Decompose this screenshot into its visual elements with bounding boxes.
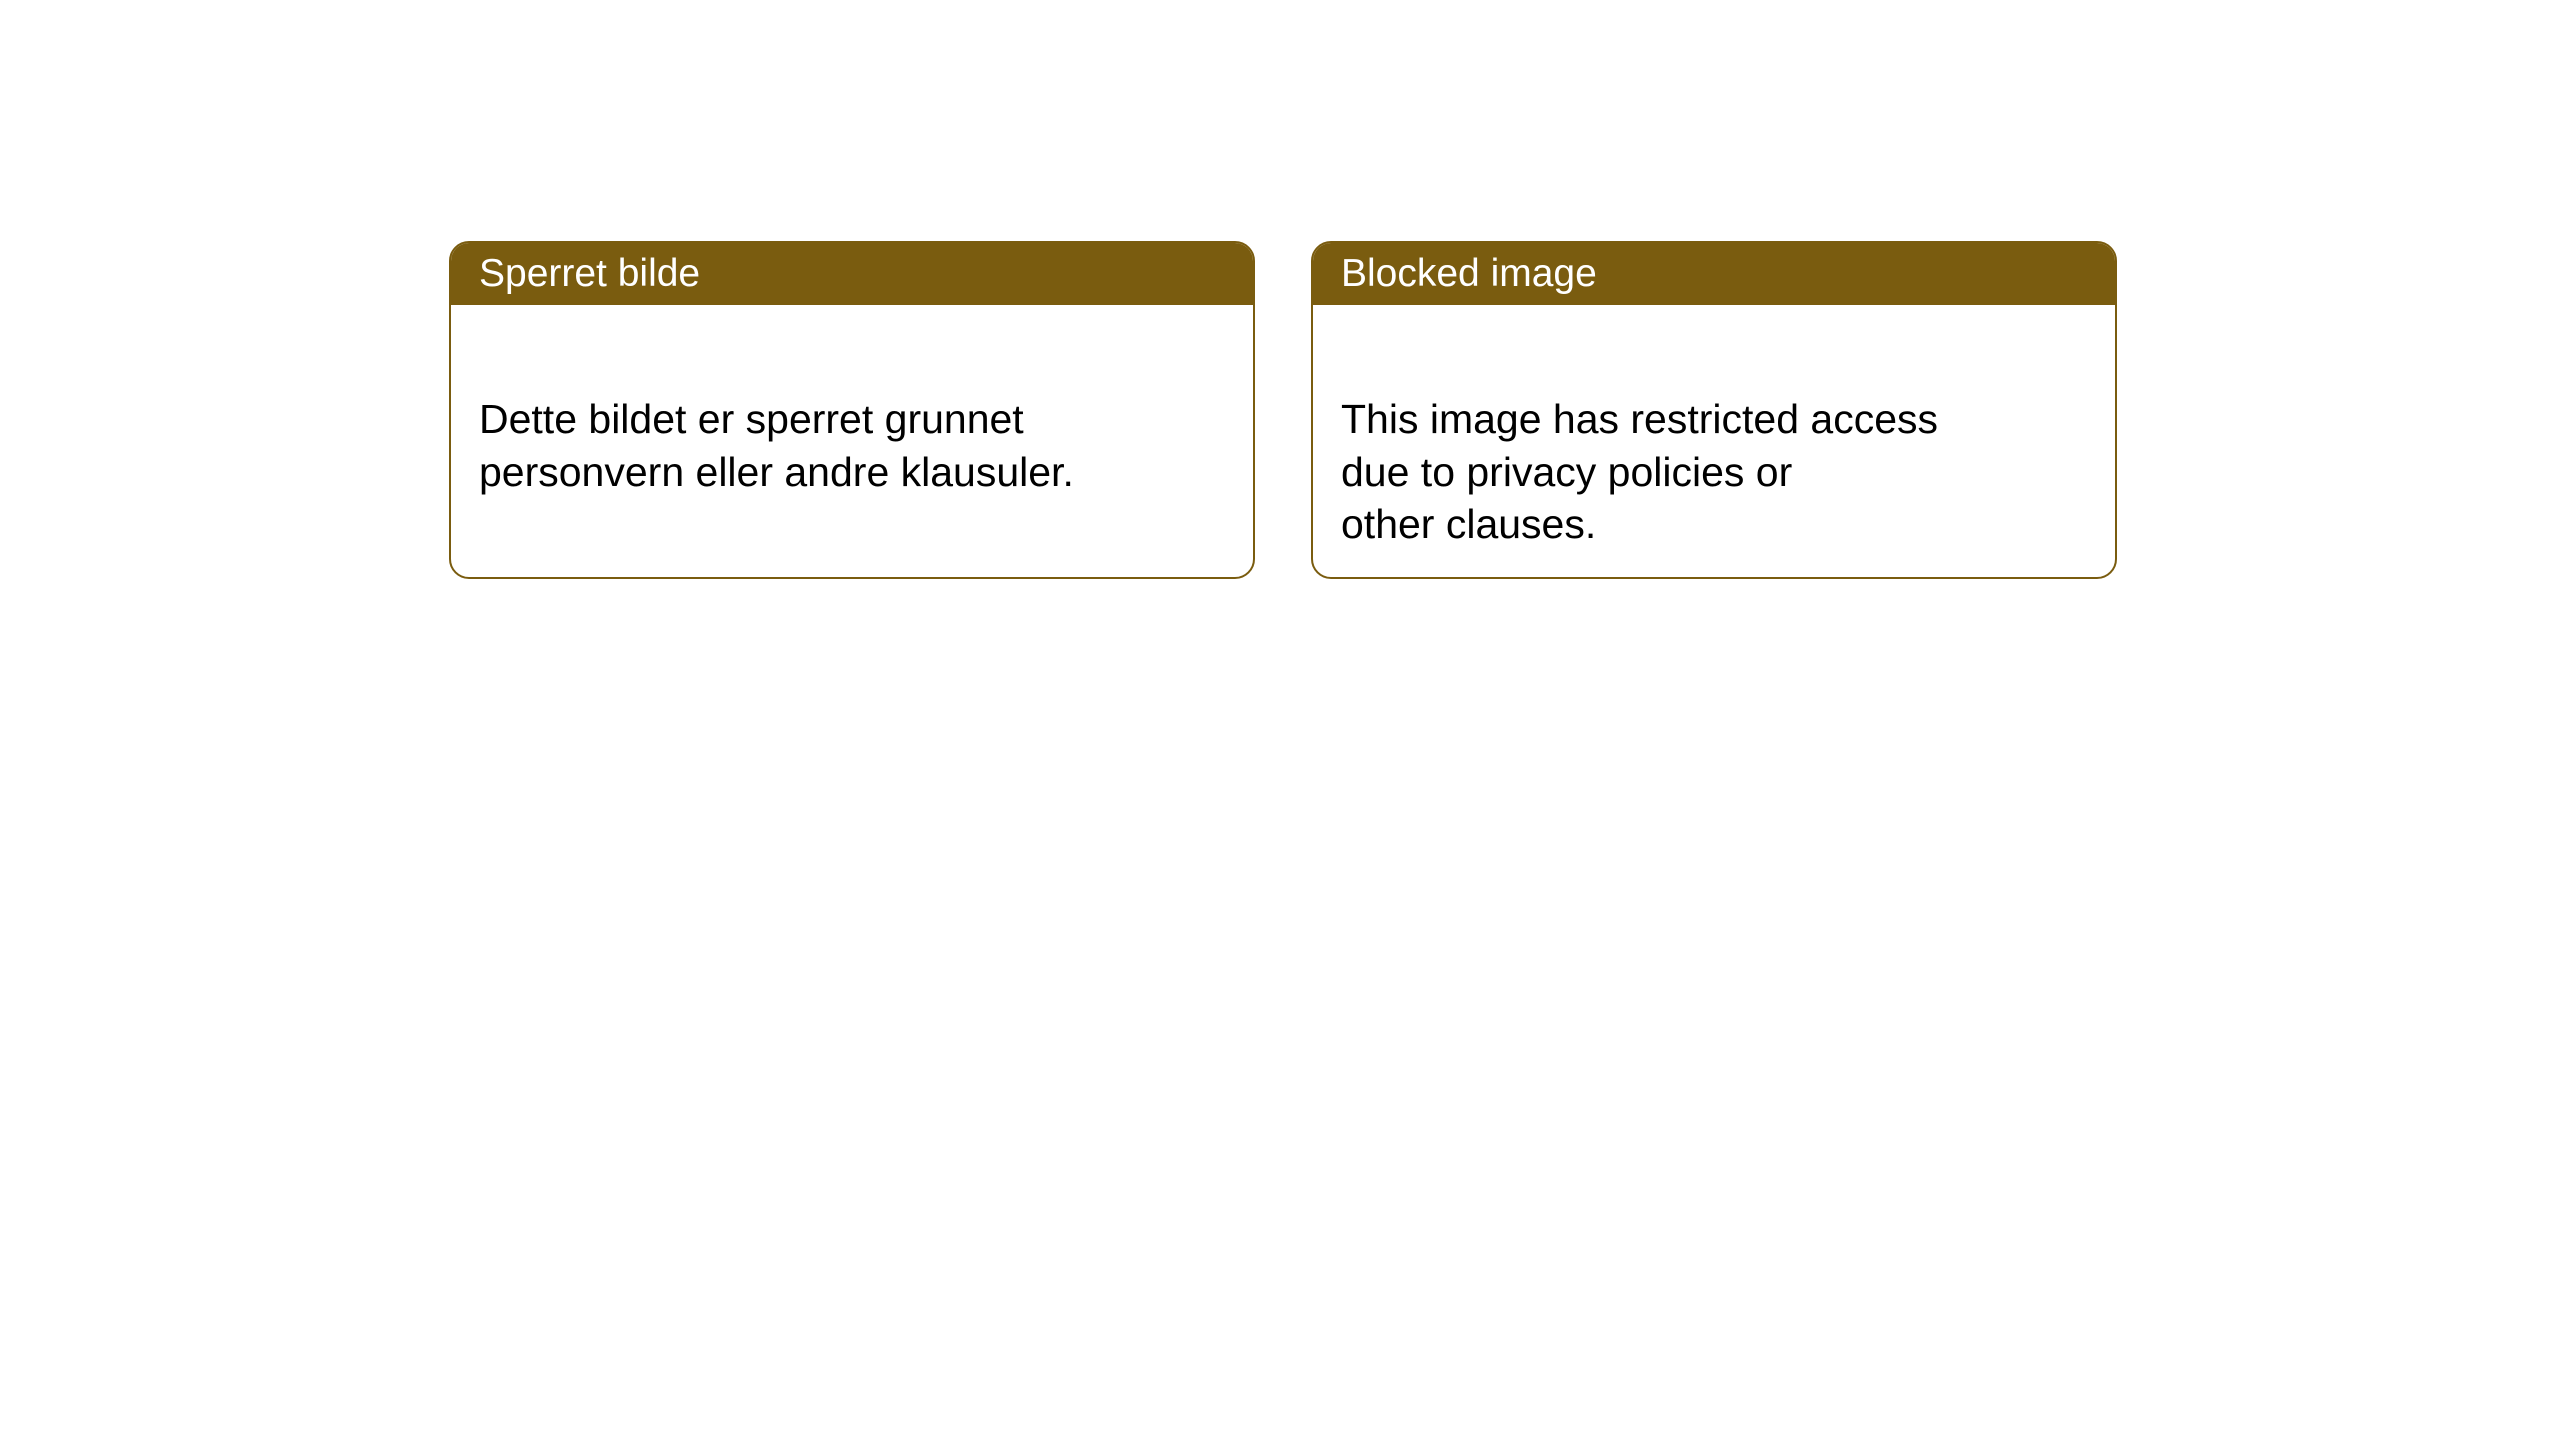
card-body-text: This image has restricted access due to …: [1341, 396, 1938, 547]
card-header: Sperret bilde: [451, 243, 1253, 305]
notice-card-english: Blocked image This image has restricted …: [1311, 241, 2117, 579]
card-header-text: Sperret bilde: [479, 252, 700, 296]
card-header: Blocked image: [1313, 243, 2115, 305]
notice-card-norwegian: Sperret bilde Dette bildet er sperret gr…: [449, 241, 1255, 579]
card-body: Dette bildet er sperret grunnet personve…: [451, 305, 1253, 534]
card-header-text: Blocked image: [1341, 252, 1597, 296]
notice-container: Sperret bilde Dette bildet er sperret gr…: [449, 241, 2117, 579]
card-body-text: Dette bildet er sperret grunnet personve…: [479, 396, 1074, 494]
card-body: This image has restricted access due to …: [1313, 305, 2115, 579]
